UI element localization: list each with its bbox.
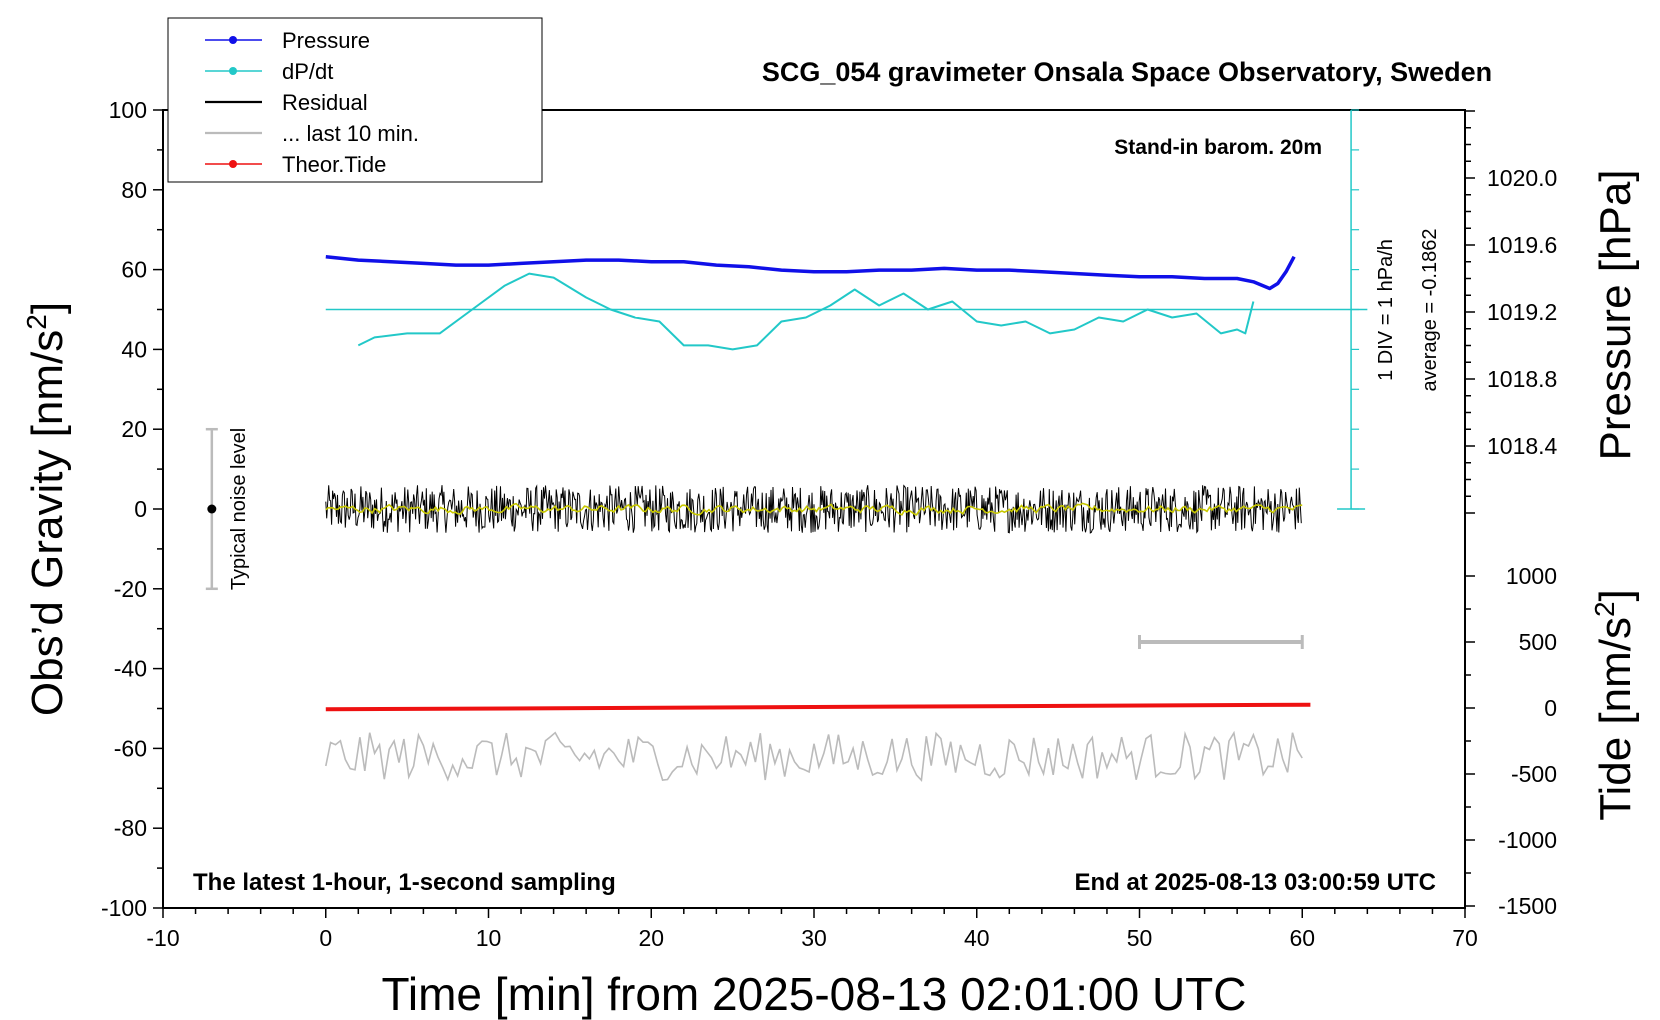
legend: Pressure dP/dt Residual ... last 10 min. The… bbox=[167, 17, 543, 183]
dpdt-line bbox=[357, 272, 1255, 351]
y-tick-label: -20 bbox=[114, 576, 147, 602]
y-tick-label: 100 bbox=[109, 97, 147, 123]
x-tick-label: 20 bbox=[638, 925, 664, 951]
pressure-tick-label: 1019.6 bbox=[1487, 232, 1557, 258]
legend-label: Pressure bbox=[282, 28, 370, 53]
y-tick-label: 80 bbox=[121, 177, 147, 203]
y-axis-label-pressure: Pressure [hPa] bbox=[1591, 169, 1640, 460]
noise-bar-center-dot bbox=[207, 504, 217, 514]
pressure-tick-label: 1018.4 bbox=[1487, 433, 1558, 459]
x-axis-ticks: -10 0 10 20 30 40 50 60 70 bbox=[146, 908, 1478, 951]
series-layer bbox=[205, 254, 1368, 782]
legend-label: dP/dt bbox=[282, 59, 333, 84]
bottom-left-note: The latest 1-hour, 1-second sampling bbox=[193, 869, 616, 896]
x-tick-label: 50 bbox=[1127, 925, 1153, 951]
pressure-tick-label: 1019.2 bbox=[1487, 299, 1557, 325]
y-tick-label: 60 bbox=[121, 257, 147, 283]
x-tick-label: -10 bbox=[146, 925, 179, 951]
stand-in-label: Stand-in barom. 20m bbox=[1114, 136, 1322, 159]
x-tick-label: 60 bbox=[1289, 925, 1315, 951]
legend-label: Theor.Tide bbox=[282, 152, 386, 177]
pressure-axis-ticks: 1020.0 1019.6 1019.2 1018.8 1018.4 bbox=[1465, 110, 1558, 514]
y-axis-label-tide: Tide [nm/s2] bbox=[1589, 589, 1640, 821]
legend-label: ... last 10 min. bbox=[282, 121, 419, 146]
y-axis-ticks: 100 80 60 40 20 0 -20 -40 -60 -80 -100 bbox=[101, 97, 163, 921]
div-label: 1 DIV = 1 hPa/h bbox=[1375, 239, 1397, 381]
average-label: average = -0.1862 bbox=[1419, 229, 1441, 392]
x-tick-label: 0 bbox=[319, 925, 332, 951]
tide-axis-ticks: 1000 500 0 -500 -1000 -1500 bbox=[1465, 563, 1557, 919]
x-tick-label: 10 bbox=[476, 925, 502, 951]
legend-marker bbox=[229, 36, 237, 44]
y-tick-label: -60 bbox=[114, 735, 147, 761]
x-tick-label: 40 bbox=[964, 925, 990, 951]
x-tick-label: 70 bbox=[1452, 925, 1478, 951]
legend-marker bbox=[229, 67, 237, 75]
last-10-min-line bbox=[325, 730, 1303, 782]
y-tick-label: -40 bbox=[114, 656, 147, 682]
theor-tide-line bbox=[325, 702, 1311, 712]
y-axis-label-left: Obs’d Gravity [nm/s2] bbox=[21, 302, 72, 716]
y-axis-label-left-tail: ] bbox=[23, 302, 72, 314]
y-tick-label: 40 bbox=[121, 336, 147, 362]
y-tick-label: 20 bbox=[121, 416, 147, 442]
y-tick-label: 0 bbox=[134, 496, 147, 522]
residual-smoothed-line bbox=[325, 502, 1303, 516]
legend-box bbox=[167, 17, 543, 183]
pressure-tick-label: 1020.0 bbox=[1487, 165, 1557, 191]
y-tick-label: -100 bbox=[101, 895, 147, 921]
legend-label: Residual bbox=[282, 90, 368, 115]
pressure-line bbox=[325, 254, 1296, 291]
tide-tick-label: 1000 bbox=[1506, 563, 1557, 589]
tide-tick-label: -500 bbox=[1511, 761, 1557, 787]
y-axis-label-left-main: Obs’d Gravity [nm/s bbox=[23, 330, 72, 716]
chart-title: SCG_054 gravimeter Onsala Space Observat… bbox=[762, 57, 1492, 87]
x-axis-label: Time [min] from 2025-08-13 02:01:00 UTC bbox=[382, 968, 1247, 1020]
bottom-right-note: End at 2025-08-13 03:00:59 UTC bbox=[1075, 869, 1437, 896]
tide-tick-label: 0 bbox=[1544, 695, 1557, 721]
legend-marker bbox=[229, 160, 237, 168]
y-axis-label-tide-sup: 2 bbox=[1589, 601, 1620, 617]
x-tick-label: 30 bbox=[801, 925, 827, 951]
tide-tick-label: -1500 bbox=[1498, 893, 1557, 919]
y-tick-label: -80 bbox=[114, 815, 147, 841]
pressure-tick-label: 1018.8 bbox=[1487, 366, 1557, 392]
tide-tick-label: 500 bbox=[1519, 629, 1557, 655]
y-axis-label-tide-main: Tide [nm/s bbox=[1591, 617, 1640, 821]
noise-label: Typical noise level bbox=[228, 428, 250, 590]
y-axis-label-left-sup: 2 bbox=[21, 314, 52, 330]
y-axis-label-tide-tail: ] bbox=[1591, 589, 1640, 601]
tide-tick-label: -1000 bbox=[1498, 827, 1557, 853]
